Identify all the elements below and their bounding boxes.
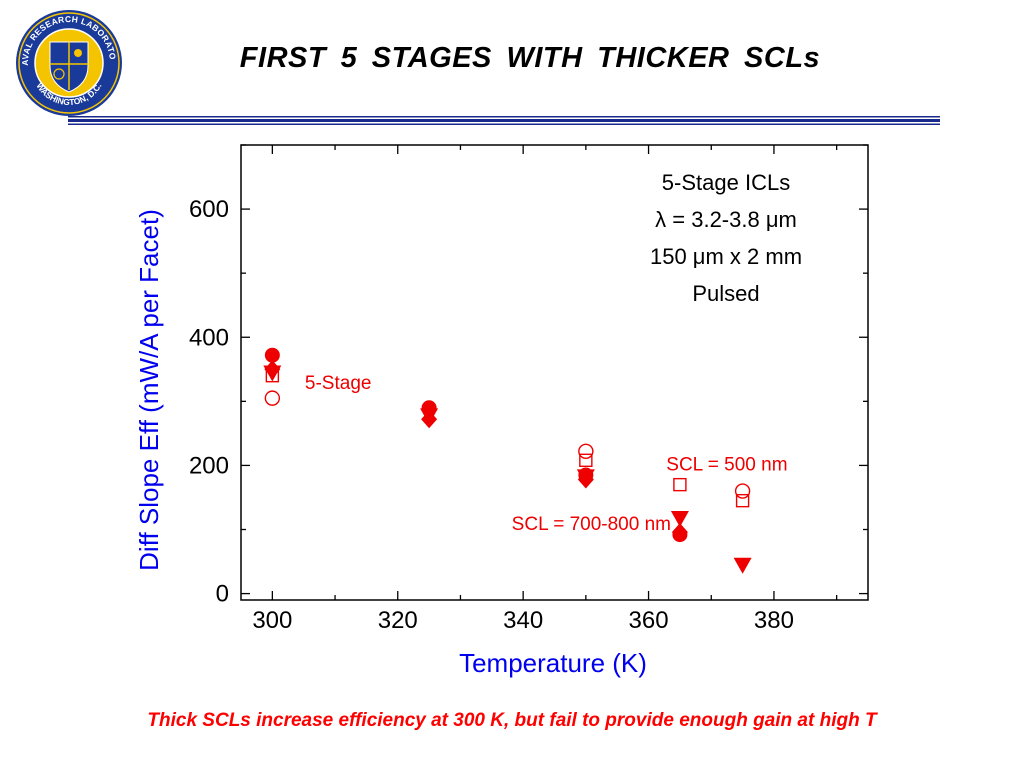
marker-triangle-down-filled [670, 510, 689, 527]
x-tick-label: 320 [378, 607, 418, 634]
chart-axes [240, 144, 869, 601]
annotation-label: SCL = 500 nm [666, 455, 787, 476]
tick-labels: 300 320 340 360 380 0 200 400 600 [189, 196, 794, 634]
x-tick-label: 340 [503, 607, 543, 634]
data-markers [263, 347, 752, 574]
annotation-label: 5-Stage [305, 373, 372, 394]
y-tick-label: 600 [189, 196, 229, 223]
x-tick-label: 300 [252, 607, 292, 634]
y-axis-label: Diff Slope Eff (mW/A per Facet) [134, 209, 164, 571]
inset-text-line: Pulsed [692, 281, 759, 306]
slide-footer-note: Thick SCLs increase efficiency at 300 K,… [147, 710, 877, 731]
slide-title: FIRST 5 STAGES WITH THICKER SCLs [239, 42, 821, 74]
inset-text-line: λ = 3.2-3.8 μm [655, 207, 797, 232]
marker-circle-filled [264, 347, 280, 363]
x-axis-label: Temperature (K) [459, 648, 647, 678]
marker-triangle-down-filled [733, 557, 752, 574]
x-tick-label: 380 [754, 607, 794, 634]
inset-text-line: 5-Stage ICLs [662, 170, 790, 195]
inset-text-line: 150 μm x 2 mm [650, 244, 802, 269]
annotation-label: SCL = 700-800 nm [512, 514, 671, 535]
chart-annotations: 5-Stage ICLs λ = 3.2-3.8 μm 150 μm x 2 mm P… [305, 170, 802, 535]
marker-triangle-down-filled [576, 469, 595, 486]
marker-square-open [579, 453, 593, 467]
y-tick-label: 200 [189, 452, 229, 479]
marker-circle-open [264, 390, 281, 406]
plot-frame [240, 144, 869, 601]
marker-triangle-down-filled [420, 408, 439, 425]
y-tick-label: 0 [216, 581, 229, 608]
marker-square-open [735, 493, 750, 508]
nrl-logo: NAVAL RESEARCH LABORATORY WASHINGTON, D.… [14, 8, 122, 116]
marker-square-open [673, 477, 687, 492]
marker-diamond-filled [671, 523, 688, 542]
title-divider [68, 116, 940, 125]
marker-circle-open [578, 443, 594, 460]
x-tick-label: 360 [629, 607, 669, 634]
y-tick-label: 400 [189, 324, 229, 351]
marker-circle-open [734, 483, 751, 499]
marker-triangle-down-filled [263, 365, 282, 382]
